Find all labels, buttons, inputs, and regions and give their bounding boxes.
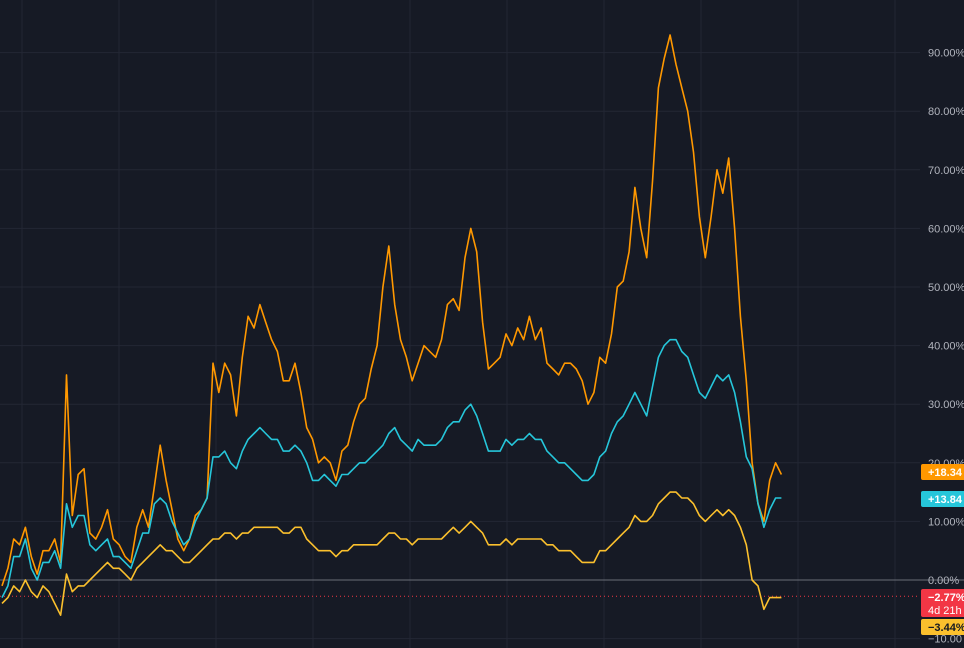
series-1-last-value-badge-bg <box>921 491 964 507</box>
series-1-last-value-badge-text: +13.84 <box>928 494 963 506</box>
reference-badge-bg <box>921 589 964 617</box>
grid <box>0 0 920 648</box>
reference-badge-countdown: 4d 21h <box>928 605 962 617</box>
y-tick-label-8: 10.00% <box>928 516 964 528</box>
series-line-2[interactable] <box>1 491 782 616</box>
series-line-0[interactable] <box>1 34 783 587</box>
y-tick-label-3: 60.00% <box>928 223 964 235</box>
y-tick-label-5: 40.00% <box>928 341 964 353</box>
series-line-1[interactable] <box>1 338 782 598</box>
series-2-last-value-badge: −3.44% <box>921 619 964 635</box>
series-2-last-value-badge-bg <box>921 619 964 635</box>
y-tick-label-4: 50.00% <box>928 282 964 294</box>
last-value-badges: +18.34 +13.84 −2.77%4d 21h −3.44% <box>921 464 964 635</box>
y-tick-label-0: 90.00% <box>928 48 964 60</box>
y-tick-label-1: 80.00% <box>928 106 964 118</box>
y-tick-label-9: 0.00% <box>928 575 959 587</box>
y-tick-label-2: 70.00% <box>928 165 964 177</box>
y-tick-label-10: −10.00 <box>928 634 962 646</box>
series-group <box>1 34 783 616</box>
series-0-last-value-badge-text: +18.34 <box>928 467 963 479</box>
reference-badge-value: −2.77% <box>928 592 964 604</box>
zero-baseline <box>0 579 964 597</box>
series-1-last-value-badge: +13.84 <box>921 491 964 507</box>
y-axis: 90.00% 80.00% 70.00% 60.00% 50.00% 40.00% 30.0… <box>928 48 964 646</box>
y-tick-label-6: 30.00% <box>928 399 964 411</box>
series-2-last-value-badge-text: −3.44% <box>928 622 964 634</box>
series-0-last-value-badge: +18.34 <box>921 464 964 480</box>
reference-badge: −2.77%4d 21h <box>921 589 964 617</box>
series-0-last-value-badge-bg <box>921 464 964 480</box>
